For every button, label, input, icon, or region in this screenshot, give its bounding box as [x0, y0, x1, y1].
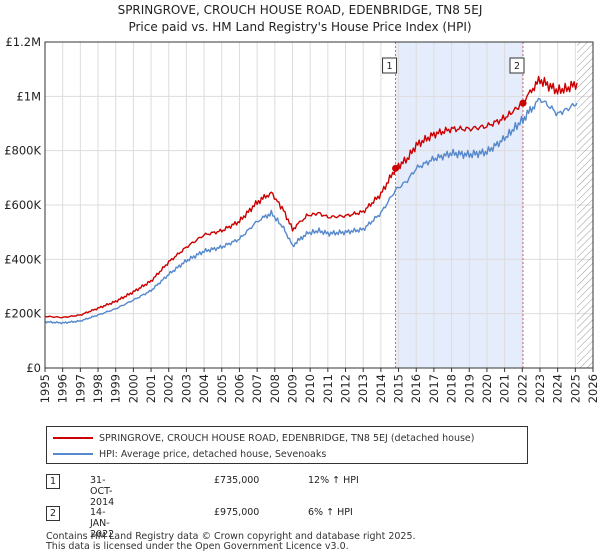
series-line-property	[45, 75, 578, 319]
x-tick-label: 1996	[56, 374, 70, 403]
x-tick-label: 2008	[268, 374, 282, 403]
sale-marker-box	[509, 57, 525, 74]
x-tick-label: 2011	[321, 374, 335, 403]
sale-marker-box	[382, 57, 398, 74]
x-tick-label: 2000	[126, 374, 140, 403]
legend-swatch-hpi	[53, 453, 93, 455]
series-line-hpi	[44, 97, 578, 325]
y-tick-label: £400K	[4, 252, 41, 266]
legend: SPRINGROVE, CROUCH HOUSE ROAD, EDENBRIDG…	[46, 426, 528, 464]
sale-date: 14-JAN-2022	[90, 507, 115, 540]
x-axis-ticks: 1995 1996 1997 1998 1999 2000 2001 2002 2003 2004…	[38, 368, 600, 403]
sale-price: £735,000	[214, 475, 260, 486]
legend-label-property: SPRINGROVE, CROUCH HOUSE ROAD, EDENBRIDG…	[99, 432, 475, 444]
x-tick-label: 2002	[162, 374, 176, 403]
x-tick-label: 2018	[445, 374, 459, 403]
x-tick-label: 2013	[356, 374, 370, 403]
y-tick-label: £1.2M	[5, 35, 41, 49]
sale-marker-number: 2	[514, 61, 520, 72]
legend-label-hpi: HPI: Average price, detached house, Seve…	[99, 448, 327, 460]
x-tick-label: 2021	[498, 374, 512, 403]
sale-marker-number: 1	[387, 61, 393, 72]
x-tick-label: 2022	[515, 374, 529, 403]
x-tick-label: 2017	[427, 374, 441, 403]
sale-hpi-change: 6% ↑ HPI	[308, 507, 353, 518]
x-tick-label: 2010	[303, 374, 317, 403]
y-tick-label: £800K	[4, 144, 41, 158]
x-tick-label: 2015	[392, 374, 406, 403]
sale-number-badge: 2	[46, 506, 60, 521]
sale-point	[392, 164, 400, 172]
x-tick-label: 2019	[462, 374, 476, 403]
sale-point	[519, 99, 527, 107]
footer-copyright: Contains HM Land Registry data © Crown c…	[46, 531, 416, 542]
sale-number-badge: 1	[46, 474, 60, 489]
x-tick-label: 2001	[144, 374, 158, 403]
footer-licence: This data is licensed under the Open Gov…	[46, 541, 349, 552]
sale-date: 31-OCT-2014	[90, 475, 115, 508]
x-tick-label: 2025	[568, 374, 582, 403]
x-tick-label: 2005	[215, 374, 229, 403]
sale-hpi-change: 12% ↑ HPI	[308, 475, 359, 486]
x-tick-label: 2012	[339, 374, 353, 403]
y-tick-label: £600K	[4, 198, 41, 212]
y-tick-label: £200K	[4, 307, 41, 321]
legend-item-hpi: HPI: Average price, detached house, Seve…	[53, 447, 326, 461]
legend-item-property: SPRINGROVE, CROUCH HOUSE ROAD, EDENBRIDG…	[53, 431, 474, 445]
x-tick-label: 1999	[109, 374, 123, 403]
chart-title-line1: SPRINGROVE, CROUCH HOUSE ROAD, EDENBRIDG…	[117, 3, 483, 17]
chart-title: SPRINGROVE, CROUCH HOUSE ROAD, EDENBRIDG…	[0, 2, 600, 36]
y-axis-ticks: £0 £200K £400K £600K £800K £1M £1.2M	[4, 35, 41, 375]
sale-price: £975,000	[214, 507, 260, 518]
x-tick-label: 2009	[285, 374, 299, 403]
x-tick-label: 2007	[250, 374, 264, 403]
x-tick-label: 2026	[586, 374, 600, 403]
forecast-hatch	[577, 42, 593, 368]
x-tick-label: 2014	[374, 374, 388, 403]
x-tick-label: 2006	[232, 374, 246, 403]
x-tick-label: 1997	[73, 374, 87, 403]
x-tick-label: 2004	[197, 374, 211, 403]
price-chart: £0£200K£400K£600K£800K£1M£1.2M 1995 1996 1…	[4, 35, 600, 403]
x-tick-label: 1995	[38, 374, 52, 403]
x-tick-label: 1998	[91, 374, 105, 403]
x-tick-label: 2023	[533, 374, 547, 403]
x-tick-label: 2016	[409, 374, 423, 403]
x-tick-label: 2024	[551, 374, 565, 403]
y-tick-label: £1M	[16, 89, 41, 103]
plot-frame	[44, 41, 594, 369]
series-lines	[44, 75, 578, 325]
x-tick-label: 2020	[480, 374, 494, 403]
y-tick-label: £0	[26, 361, 41, 375]
footer: Contains HM Land Registry data © Crown c…	[46, 532, 416, 552]
chart-title-line2: Price paid vs. HM Land Registry's House …	[128, 20, 472, 34]
x-tick-label: 2003	[179, 374, 193, 403]
legend-swatch-property	[53, 437, 93, 439]
